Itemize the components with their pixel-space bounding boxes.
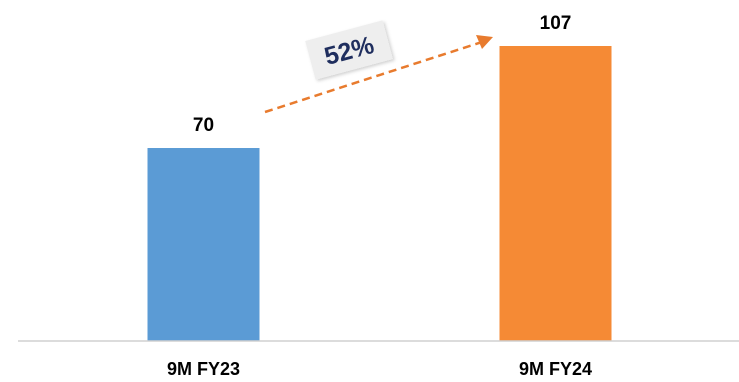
- bars-layer: [147, 46, 612, 341]
- value-label-0: 70: [193, 115, 214, 136]
- value-labels-layer: 70 107: [193, 13, 571, 136]
- category-label-0: 9M FY23: [167, 359, 240, 379]
- value-label-1: 107: [540, 13, 572, 34]
- category-labels-layer: 9M FY23 9M FY24: [167, 359, 592, 379]
- category-label-1: 9M FY24: [519, 359, 592, 379]
- bar-1: [499, 46, 612, 341]
- bar-0: [147, 148, 260, 341]
- growth-arrowhead: [476, 35, 493, 49]
- growth-annotation: 52%: [264, 20, 493, 114]
